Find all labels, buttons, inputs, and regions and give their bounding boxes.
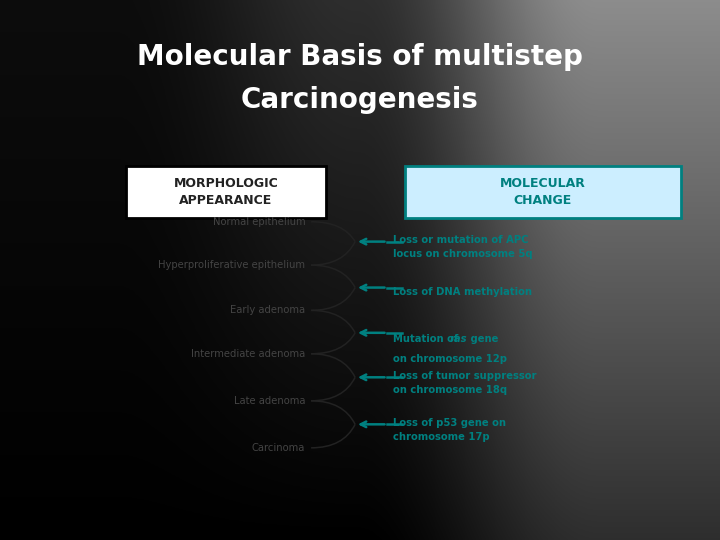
Text: Mutation of: Mutation of [393,334,462,345]
Text: Carcinoma: Carcinoma [252,443,305,453]
Text: Loss of tumor suppressor
on chromosome 18q: Loss of tumor suppressor on chromosome 1… [393,371,537,395]
Text: Loss of p53 gene on
chromosome 17p: Loss of p53 gene on chromosome 17p [393,418,506,442]
Text: Intermediate adenoma: Intermediate adenoma [191,349,305,359]
Text: gene: gene [467,334,498,345]
Text: on chromosome 12p: on chromosome 12p [393,354,508,364]
Text: Late adenoma: Late adenoma [234,396,305,406]
Text: Loss or mutation of APC
locus on chromosome 5q: Loss or mutation of APC locus on chromos… [393,235,533,259]
Text: Normal epithelium: Normal epithelium [212,217,305,227]
FancyBboxPatch shape [126,166,325,218]
Text: MORPHOLOGIC
APPEARANCE: MORPHOLOGIC APPEARANCE [174,177,279,207]
Text: Molecular Basis of multistep: Molecular Basis of multistep [137,43,583,71]
Text: Early adenoma: Early adenoma [230,305,305,315]
FancyBboxPatch shape [405,166,681,218]
Text: MOLECULAR
CHANGE: MOLECULAR CHANGE [500,177,586,207]
Text: Carcinogenesis: Carcinogenesis [241,86,479,114]
Text: Loss of DNA methylation: Loss of DNA methylation [393,287,532,298]
Text: Hyperproliferative epithelium: Hyperproliferative epithelium [158,260,305,270]
Text: ras: ras [450,334,468,345]
